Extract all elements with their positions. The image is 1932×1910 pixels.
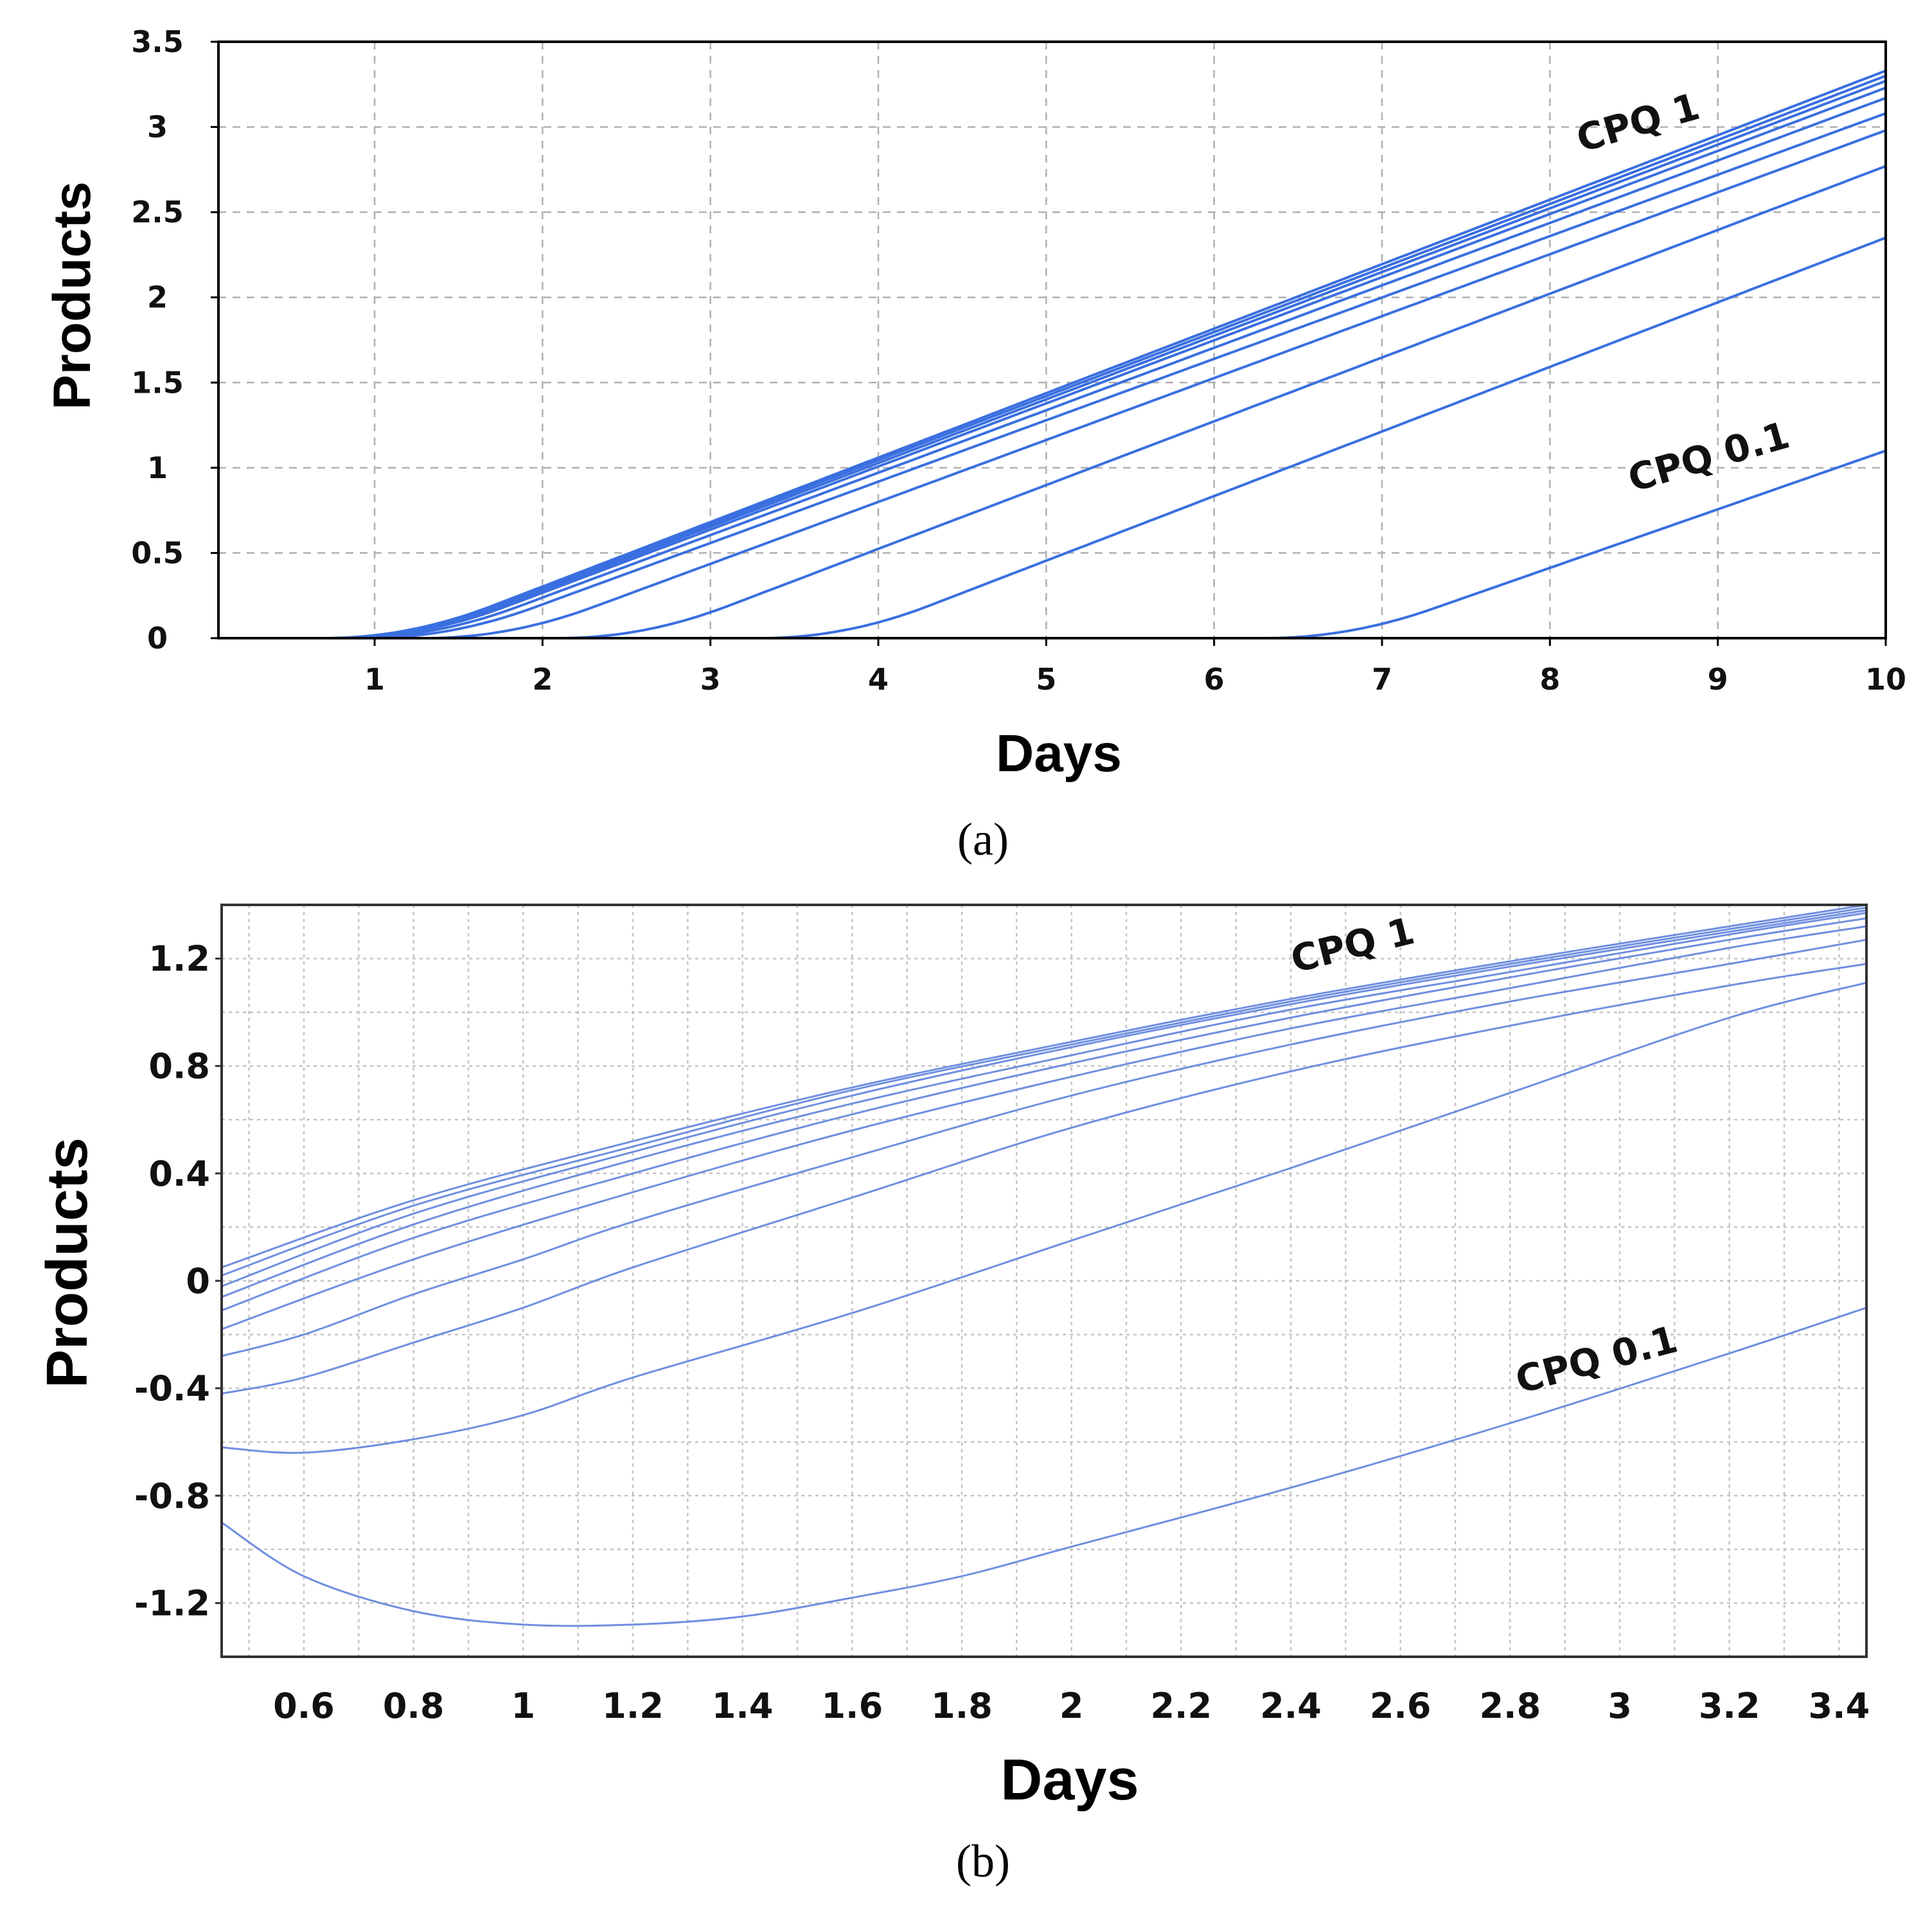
chart-a-x-tick-label: 4 (868, 662, 889, 697)
chart-a-y-tick-label: 3.5 (131, 24, 184, 59)
chart-b-x-tick-label: 2.4 (1260, 1686, 1322, 1726)
chart-a-series-line (357, 112, 1886, 639)
panel-b-label: (b) (956, 1835, 1010, 1887)
chart-b-series-line (221, 904, 1867, 1269)
chart-a-y-tick-label: 2.5 (131, 195, 184, 229)
chart-a-y-tick-label: 0 (147, 621, 168, 656)
chart-b-y-tick-label: -1.2 (134, 1583, 210, 1623)
chart-a-y-tick-label: 2 (147, 280, 168, 315)
chart-b-x-tick-label: 1.4 (712, 1686, 774, 1726)
chart-a-series (315, 69, 1886, 639)
chart-b-y-axis-title: Products (35, 1138, 100, 1388)
chart-a-series-line (315, 69, 1886, 639)
chart-b-x-tick-label: 3 (1608, 1686, 1632, 1726)
chart-b-y-tick-label: 0.8 (148, 1046, 210, 1087)
chart-a-x-tick-label: 7 (1372, 662, 1392, 697)
chart-panel-a: 1 2 3 4 5 6 7 8 9 10 0 0.5 1 1.5 2 2.5 3 3.5 Days Produc… (43, 24, 1906, 865)
chart-a-series-line (1256, 449, 1886, 639)
panel-a-label: (a) (957, 814, 1009, 865)
chart-a-series-line (324, 80, 1886, 639)
chart-a-x-tick-label: 9 (1708, 662, 1728, 697)
chart-a-x-tick-label: 3 (700, 662, 721, 697)
chart-b-y-tick-labels: 1.2 0.8 0.4 0 -0.4 -0.8 -1.2 (134, 939, 210, 1624)
chart-b-grid (215, 904, 1866, 1658)
chart-b-y-tick-label: 1.2 (148, 939, 210, 979)
chart-b-x-tick-label: 1.8 (931, 1686, 993, 1726)
chart-a-series-line (416, 129, 1886, 639)
chart-b-x-tick-label: 2.8 (1479, 1686, 1541, 1726)
chart-a-x-tick-labels: 1 2 3 4 5 6 7 8 9 10 (364, 662, 1906, 697)
chart-a-series-line (551, 165, 1886, 639)
chart-b-series-line (221, 912, 1867, 1298)
chart-b-x-tick-label: 1.2 (602, 1686, 664, 1726)
chart-a-series-line (341, 96, 1886, 639)
chart-b-plot-frame (220, 904, 1868, 1658)
chart-a-y-tick-label: 3 (147, 110, 168, 145)
chart-a-plot-frame (217, 40, 1887, 639)
chart-a-y-tick-label: 1 (147, 451, 168, 485)
chart-b-x-tick-label: 2.6 (1370, 1686, 1431, 1726)
chart-b-series-line (221, 938, 1867, 1357)
chart-b-x-tick-label: 2.2 (1150, 1686, 1212, 1726)
chart-b-x-tick-labels: 0.6 0.8 1 1.2 1.4 1.6 1.8 2 2.2 2.4 2.6 2.8 3 3.2 3.4 (273, 1686, 1870, 1726)
chart-b-series-line (221, 909, 1867, 1287)
chart-b-x-tick-label: 3.4 (1808, 1686, 1870, 1726)
chart-b-y-tick-label: 0.4 (148, 1154, 210, 1194)
chart-b-x-tick-label: 1.6 (821, 1686, 883, 1726)
chart-b-series-line (221, 925, 1867, 1330)
chart-b-series-line (221, 906, 1867, 1277)
chart-a-x-axis-title: Days (996, 724, 1122, 783)
chart-a-x-tick-label: 2 (532, 662, 553, 697)
chart-b-annotation-cpq-1: CPQ 1 (1286, 909, 1419, 981)
chart-b-series-line (221, 917, 1867, 1312)
chart-a-x-tick-label: 5 (1036, 662, 1056, 697)
chart-b-x-axis-title: Days (1000, 1748, 1139, 1812)
chart-a-annotation-cpq-0-1: CPQ 0.1 (1623, 413, 1794, 501)
chart-a-x-tick-label: 6 (1204, 662, 1225, 697)
chart-a-series-line (329, 86, 1886, 639)
chart-b-x-tick-label: 0.6 (273, 1686, 335, 1726)
chart-b-y-tick-label: 0 (186, 1261, 210, 1301)
chart-a-x-tick-label: 8 (1539, 662, 1560, 697)
chart-a-y-tick-labels: 0 0.5 1 1.5 2 2.5 3 3.5 (131, 24, 184, 656)
chart-panel-b: 0.6 0.8 1 1.2 1.4 1.6 1.8 2 2.2 2.4 2.6 2.8 3 3.2 3.4 … (35, 904, 1870, 1887)
chart-b-series-line (221, 963, 1867, 1395)
chart-a-grid (211, 40, 1887, 646)
chart-b-x-tick-label: 0.8 (383, 1686, 445, 1726)
chart-b-y-tick-label: -0.4 (134, 1368, 210, 1409)
chart-b-y-tick-label: -0.8 (134, 1476, 210, 1516)
chart-a-x-tick-label: 10 (1865, 662, 1906, 697)
chart-b-series-line (221, 1307, 1867, 1627)
chart-b-x-tick-label: 1 (511, 1686, 536, 1726)
chart-b-x-tick-label: 2 (1059, 1686, 1084, 1726)
chart-a-y-axis-title: Products (43, 181, 102, 409)
chart-a-series-line (319, 75, 1886, 639)
chart-a-y-tick-label: 1.5 (131, 365, 184, 400)
chart-b-series-line (221, 981, 1867, 1454)
chart-b-annotation-cpq-0-1: CPQ 0.1 (1511, 1317, 1682, 1402)
chart-b-series (221, 904, 1867, 1627)
chart-a-y-tick-label: 0.5 (131, 535, 184, 570)
chart-b-x-tick-label: 3.2 (1699, 1686, 1760, 1726)
chart-a-series-line (752, 237, 1886, 639)
chart-a-x-tick-label: 1 (364, 662, 385, 697)
